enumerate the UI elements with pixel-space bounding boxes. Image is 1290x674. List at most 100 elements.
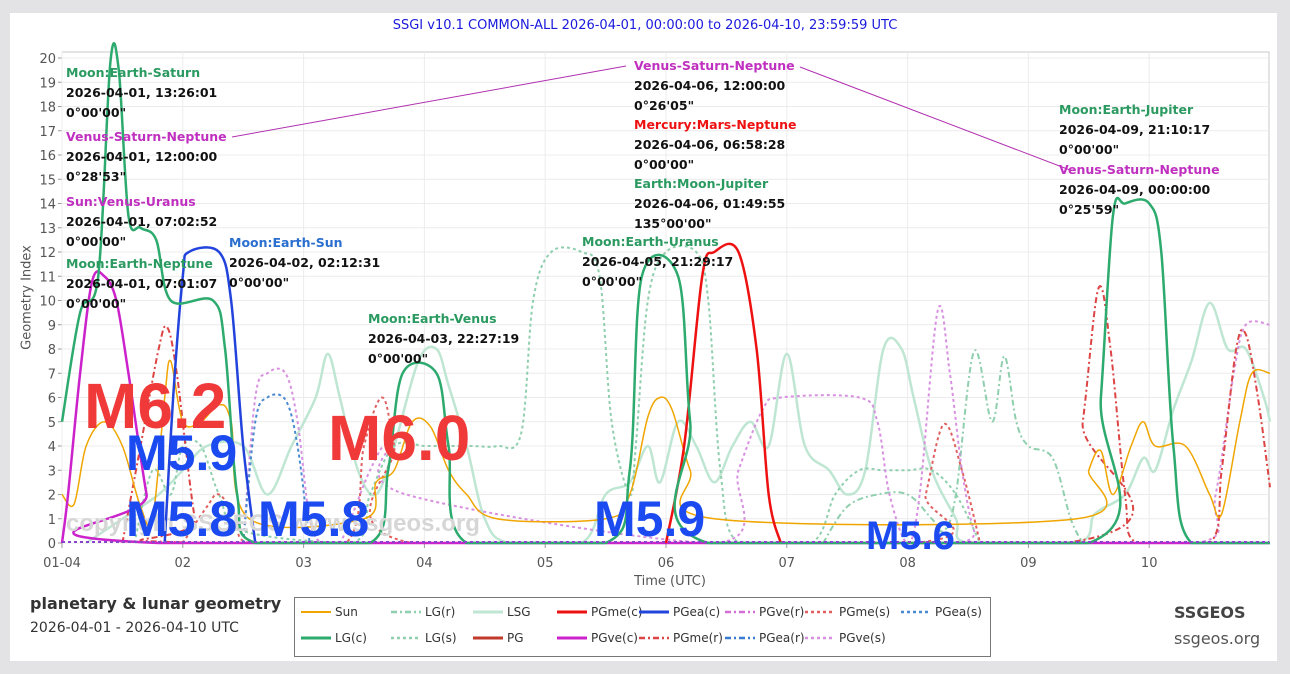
- x-tick-label: 08: [899, 556, 916, 571]
- event-angle: 135°00'00": [634, 216, 712, 231]
- y-tick-label: 6: [48, 392, 56, 407]
- legend-label: PGea(r): [759, 631, 805, 645]
- y-tick-label: 14: [39, 198, 56, 213]
- event-name: Moon:Earth-Saturn: [66, 65, 201, 80]
- event-annotation: Moon:Earth-Sun 2026-04-02, 02:12:31 0°00'0…: [229, 233, 380, 293]
- legend-item[interactable]: PG: [473, 631, 524, 645]
- x-tick-label: 02: [175, 556, 192, 571]
- y-tick-label: 17: [39, 125, 56, 140]
- y-tick-label: 0: [48, 537, 56, 552]
- event-timestamp: 2026-04-02, 02:12:31: [229, 255, 381, 270]
- legend-swatch-icon: [473, 636, 503, 640]
- x-tick-label: 09: [1020, 556, 1037, 571]
- x-tick-label: 07: [779, 556, 796, 571]
- legend-label: LSG: [507, 605, 531, 619]
- legend-label: PGve(s): [839, 631, 886, 645]
- x-tick-label: 03: [295, 556, 312, 571]
- legend-label: PGme(s): [839, 605, 891, 619]
- legend-swatch-icon: [805, 636, 835, 640]
- legend-item[interactable]: PGme(r): [639, 631, 723, 645]
- event-angle: 0°00'00": [229, 275, 290, 290]
- legend-item[interactable]: LG(s): [391, 631, 457, 645]
- event-name: Venus-Saturn-Neptune: [1059, 162, 1220, 177]
- event-annotation: Moon:Earth-Saturn 2026-04-01, 13:26:01 0°0…: [66, 63, 217, 123]
- event-timestamp: 2026-04-01, 07:02:52: [66, 214, 218, 229]
- legend-label: PG: [507, 631, 524, 645]
- event-timestamp: 2026-04-01, 07:01:07: [66, 276, 218, 291]
- event-angle: 0°00'00": [368, 351, 429, 366]
- y-tick-label: 12: [39, 246, 56, 261]
- footer-date-range: 2026-04-01 - 2026-04-10 UTC: [30, 620, 239, 636]
- legend-swatch-icon: [901, 610, 931, 614]
- event-name: Moon:Earth-Jupiter: [1059, 102, 1194, 117]
- event-angle: 0°00'00": [66, 105, 127, 120]
- legend-label: PGme(c): [591, 605, 643, 619]
- legend-item[interactable]: PGme(s): [805, 605, 890, 619]
- event-name: Moon:Earth-Venus: [368, 311, 497, 326]
- legend-item[interactable]: PGea(r): [725, 631, 805, 645]
- event-angle: 0°00'00": [66, 234, 127, 249]
- legend-swatch-icon: [391, 636, 421, 640]
- series-pgmes: [181, 396, 982, 545]
- event-name: Venus-Saturn-Neptune: [634, 58, 795, 73]
- y-tick-label: 8: [48, 343, 56, 358]
- event-timestamp: 2026-04-09, 00:00:00: [1059, 182, 1211, 197]
- series-pgmec: [664, 242, 782, 544]
- legend-label: PGve(r): [759, 605, 805, 619]
- legend-item[interactable]: PGea(c): [639, 605, 720, 619]
- copyright-watermark: copyright SSGEOS www.ssgeos.org: [66, 510, 480, 537]
- earthquake-magnitude-label: M5.9: [594, 491, 706, 547]
- chart-legend: Sun LG(r) LSG PGme(c) PGea(c) PGve(r) PGme(s) P…: [294, 597, 991, 657]
- legend-label: PGea(c): [673, 605, 721, 619]
- y-tick-label: 3: [48, 464, 56, 479]
- legend-item[interactable]: LG(r): [391, 605, 455, 619]
- legend-item[interactable]: LSG: [473, 605, 531, 619]
- legend-item[interactable]: PGve(c): [557, 631, 638, 645]
- y-tick-label: 9: [48, 319, 56, 334]
- legend-swatch-icon: [805, 610, 835, 614]
- chart-title: SSGI v10.1 COMMON-ALL 2026-04-01, 00:00:…: [392, 18, 898, 33]
- event-name: Earth:Moon-Jupiter: [634, 176, 769, 191]
- event-angle: 0°28'53": [66, 169, 127, 184]
- legend-swatch-icon: [301, 611, 331, 613]
- legend-label: PGme(r): [673, 631, 723, 645]
- event-name: Moon:Earth-Neptune: [66, 256, 213, 271]
- series-pgves: [242, 305, 1271, 545]
- legend-label: Sun: [335, 605, 358, 619]
- legend-label: PGea(s): [935, 605, 982, 619]
- event-timestamp: 2026-04-03, 22:27:19: [368, 331, 520, 346]
- y-tick-label: 10: [39, 295, 56, 310]
- x-tick-label: 10: [1141, 556, 1158, 571]
- x-tick-label: 06: [658, 556, 675, 571]
- y-tick-label: 7: [48, 367, 56, 382]
- event-annotation: Venus-Saturn-Neptune 2026-04-06, 12:00:00…: [634, 56, 795, 116]
- legend-item[interactable]: LG(c): [301, 631, 367, 645]
- brand-url[interactable]: ssgeos.org: [1174, 629, 1261, 648]
- y-tick-label: 4: [48, 440, 56, 455]
- legend-item[interactable]: PGve(s): [805, 631, 886, 645]
- series-lgs: [133, 244, 981, 545]
- y-tick-label: 20: [39, 52, 56, 67]
- event-annotation: Venus-Saturn-Neptune 2026-04-09, 00:00:00…: [1059, 160, 1220, 220]
- legend-item[interactable]: PGme(c): [557, 605, 643, 619]
- legend-swatch-icon: [301, 636, 331, 640]
- x-tick-label: 04: [416, 556, 433, 571]
- series-pgeac: [163, 246, 257, 544]
- legend-item[interactable]: PGea(s): [901, 605, 982, 619]
- legend-label: PGve(c): [591, 631, 638, 645]
- event-name: Moon:Earth-Sun: [229, 235, 343, 250]
- legend-item[interactable]: PGve(r): [725, 605, 804, 619]
- legend-swatch-icon: [557, 636, 587, 640]
- event-timestamp: 2026-04-06, 12:00:00: [634, 78, 786, 93]
- event-timestamp: 2026-04-06, 06:58:28: [634, 137, 786, 152]
- series-lgc: [60, 42, 1270, 545]
- event-timestamp: 2026-04-05, 21:29:17: [582, 254, 734, 269]
- event-name: Mercury:Mars-Neptune: [634, 117, 797, 132]
- event-annotation: Moon:Earth-Neptune 2026-04-01, 07:01:07 0°…: [66, 254, 217, 314]
- legend-item[interactable]: Sun: [301, 605, 358, 619]
- event-name: Moon:Earth-Uranus: [582, 234, 719, 249]
- earthquake-magnitude-label: M6.0: [328, 402, 471, 474]
- y-tick-label: 13: [39, 222, 56, 237]
- y-tick-label: 1: [48, 513, 56, 528]
- legend-label: LG(c): [335, 631, 367, 645]
